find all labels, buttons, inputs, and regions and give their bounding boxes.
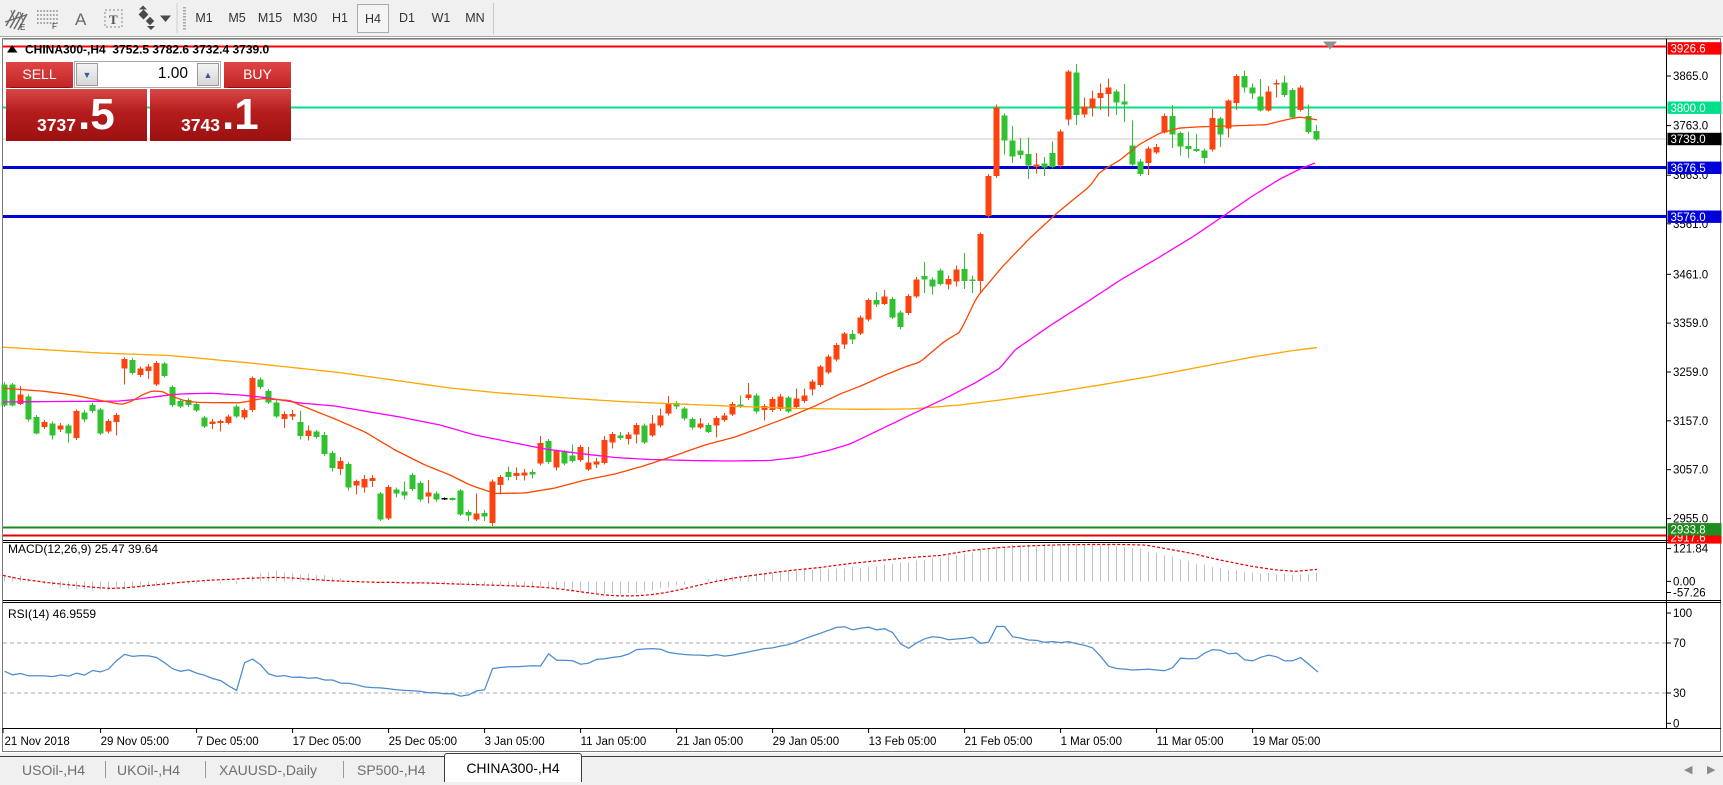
svg-text:7 Dec 05:00: 7 Dec 05:00	[197, 736, 259, 748]
svg-text:3 Jan 05:00: 3 Jan 05:00	[485, 736, 545, 748]
svg-text:121.84: 121.84	[1673, 544, 1709, 556]
svg-text:3157.0: 3157.0	[1673, 416, 1708, 428]
svg-text:70: 70	[1673, 638, 1686, 650]
svg-text:21 Jan 05:00: 21 Jan 05:00	[677, 736, 744, 748]
svg-text:A: A	[75, 10, 87, 29]
svg-text:3800.0: 3800.0	[1671, 103, 1706, 115]
svg-text:21 Feb 05:00: 21 Feb 05:00	[965, 736, 1033, 748]
svg-text:3865.0: 3865.0	[1673, 71, 1708, 83]
svg-text:100: 100	[1673, 608, 1692, 620]
svg-text:25 Dec 05:00: 25 Dec 05:00	[389, 736, 457, 748]
svg-text:30: 30	[1673, 688, 1686, 700]
svg-text:MACD(12,26,9) 25.47 39.64: MACD(12,26,9) 25.47 39.64	[8, 542, 158, 556]
svg-text:3057.0: 3057.0	[1673, 465, 1708, 477]
svg-text:29 Jan 05:00: 29 Jan 05:00	[773, 736, 840, 748]
svg-text:19 Mar 05:00: 19 Mar 05:00	[1253, 736, 1321, 748]
svg-text:17 Dec 05:00: 17 Dec 05:00	[293, 736, 361, 748]
svg-text:T: T	[109, 12, 118, 27]
svg-text:2933.8: 2933.8	[1671, 524, 1706, 536]
svg-text:3763.0: 3763.0	[1673, 121, 1708, 133]
svg-text:E: E	[20, 23, 25, 32]
svg-text:1 Mar 05:00: 1 Mar 05:00	[1061, 736, 1122, 748]
svg-text:3576.0: 3576.0	[1671, 212, 1706, 224]
svg-text:2955.0: 2955.0	[1673, 514, 1708, 526]
svg-text:11 Mar 05:00: 11 Mar 05:00	[1157, 736, 1224, 748]
svg-text:3739.0: 3739.0	[1671, 134, 1706, 146]
svg-text:13 Feb 05:00: 13 Feb 05:00	[869, 736, 937, 748]
svg-text:21 Nov 2018: 21 Nov 2018	[5, 736, 70, 748]
svg-text:3359.0: 3359.0	[1673, 318, 1708, 330]
svg-text:0.00: 0.00	[1673, 576, 1695, 588]
svg-text:0: 0	[1673, 718, 1679, 730]
svg-text:3461.0: 3461.0	[1673, 269, 1708, 281]
svg-text:CHINA300-,H4 3752.5 3782.6 37: CHINA300-,H4 3752.5 3782.6 3732.4 3739.0	[25, 43, 269, 57]
svg-text:11 Jan 05:00: 11 Jan 05:00	[581, 736, 647, 748]
svg-text:3676.5: 3676.5	[1671, 163, 1706, 175]
svg-text:29 Nov 05:00: 29 Nov 05:00	[101, 736, 169, 748]
svg-text:3926.6: 3926.6	[1671, 44, 1706, 56]
svg-text:-57.26: -57.26	[1673, 588, 1706, 600]
svg-text:RSI(14) 46.9559: RSI(14) 46.9559	[8, 607, 96, 621]
svg-text:F: F	[52, 22, 57, 31]
svg-text:3259.0: 3259.0	[1673, 367, 1708, 379]
